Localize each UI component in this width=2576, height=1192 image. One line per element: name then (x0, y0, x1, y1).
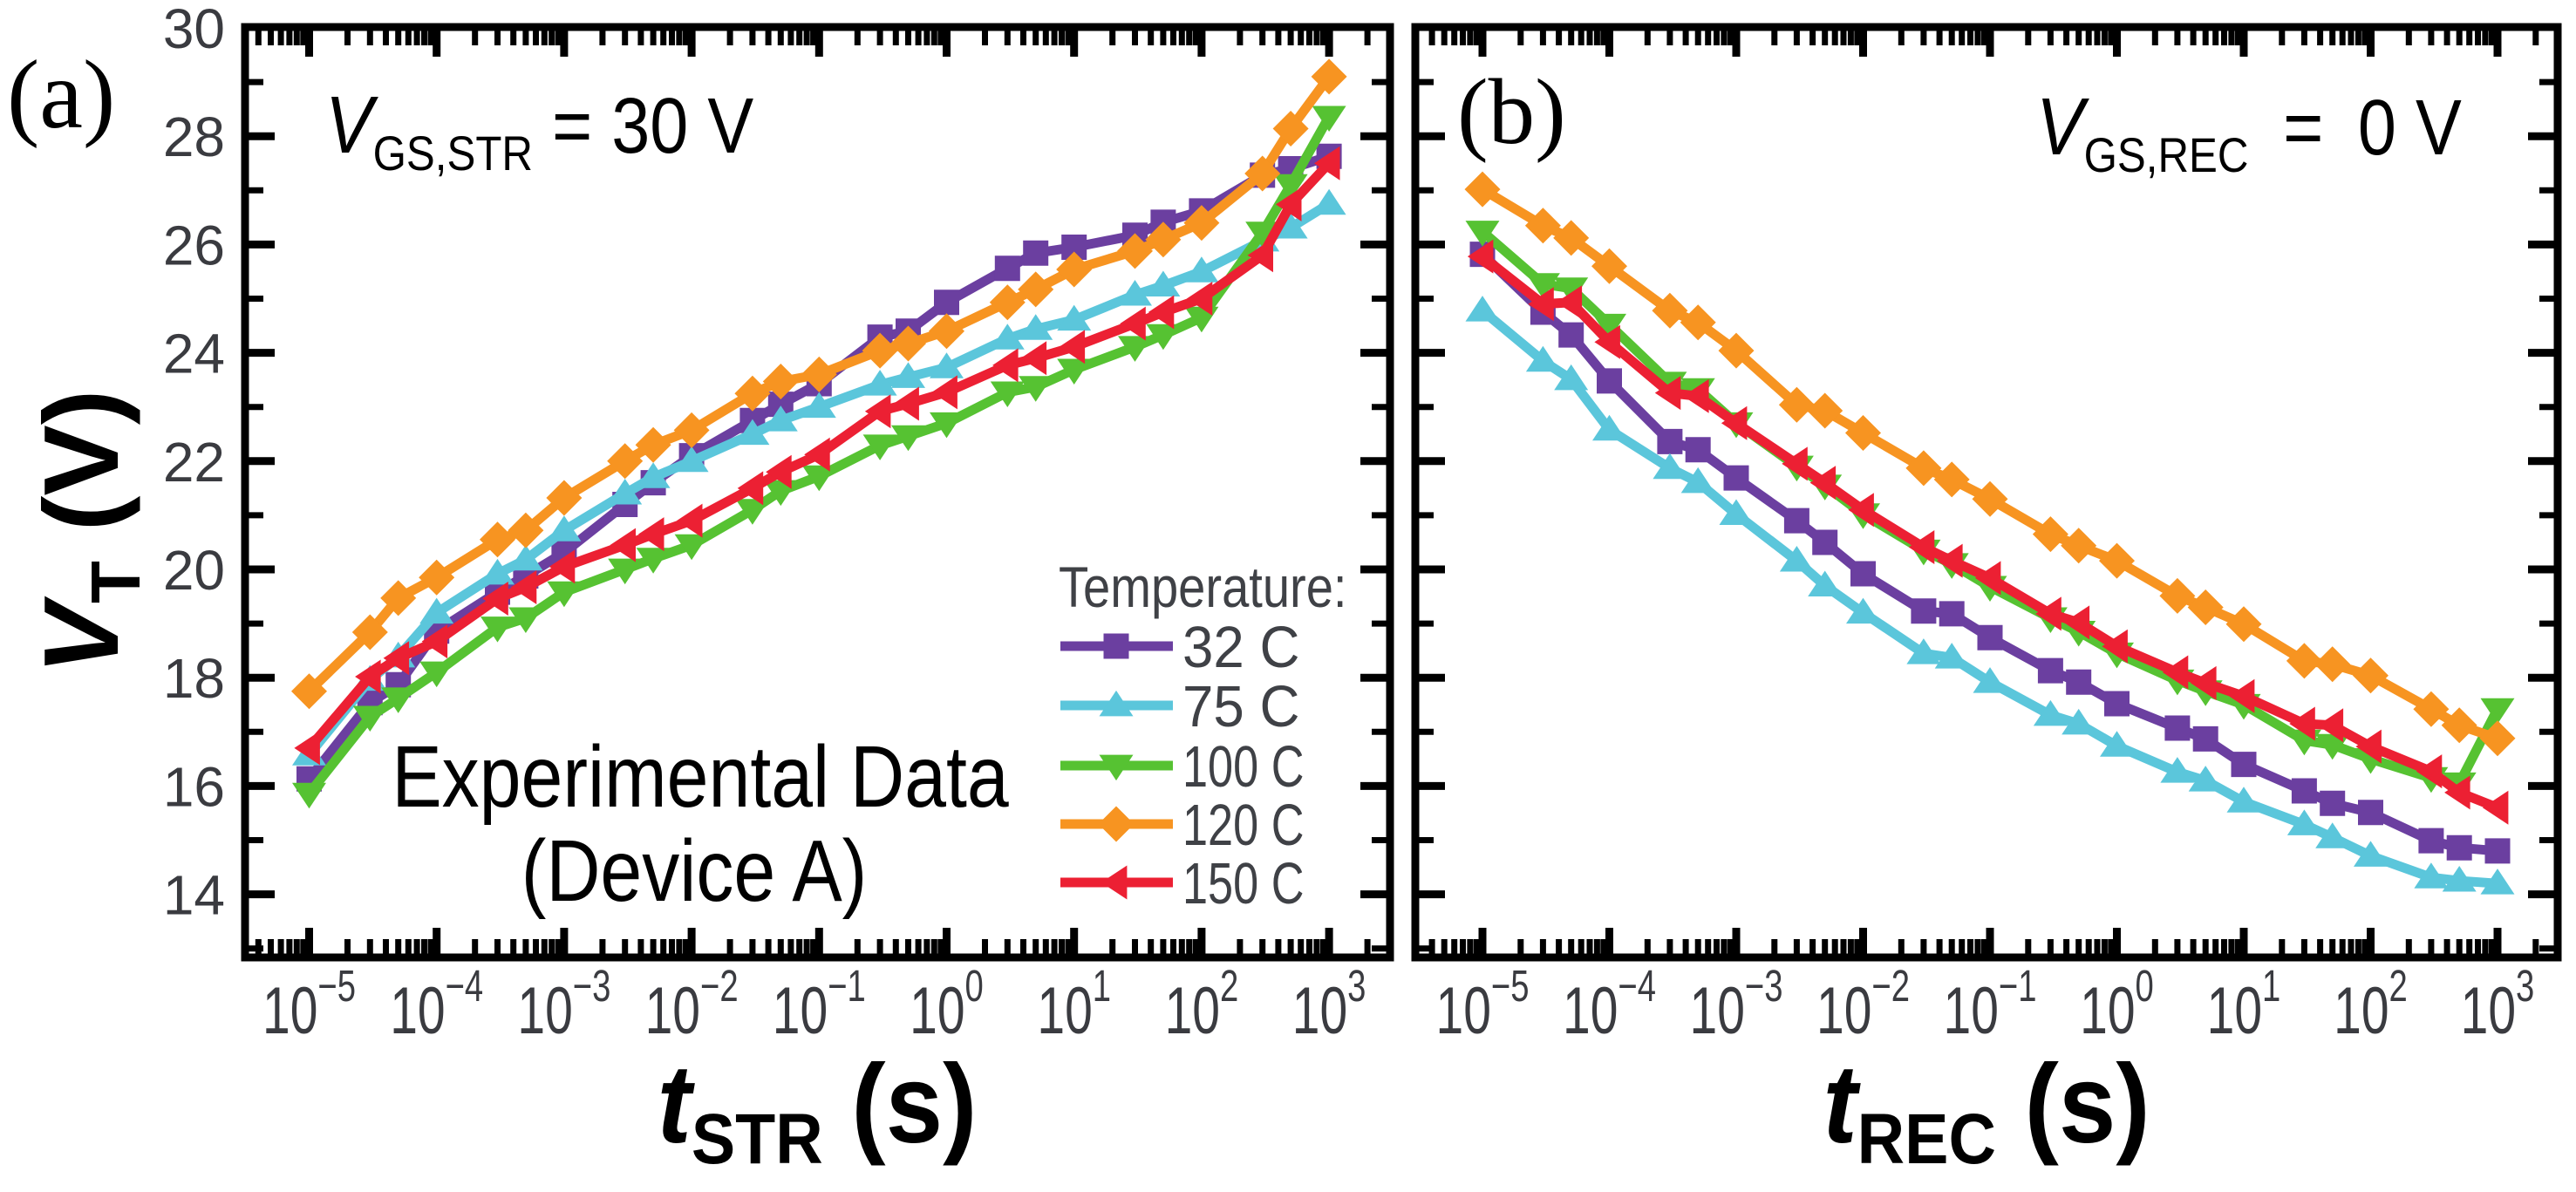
svg-text:tREC (s): tREC (s) (1823, 1043, 2150, 1179)
svg-text:30: 30 (163, 0, 225, 60)
svg-text:75 C: 75 C (1182, 674, 1299, 739)
svg-text:26: 26 (163, 214, 225, 276)
svg-text:14: 14 (163, 864, 225, 927)
svg-text:150 C: 150 C (1182, 851, 1304, 916)
svg-text:16: 16 (163, 755, 225, 818)
svg-text:tSTR (s): tSTR (s) (658, 1043, 978, 1179)
svg-text:Experimental Data: Experimental Data (392, 728, 1008, 826)
svg-text:(b): (b) (1457, 61, 1566, 164)
svg-text:100: 100 (2080, 961, 2154, 1048)
svg-text:VT (V): VT (V) (22, 390, 154, 675)
svg-text:Temperature:: Temperature: (1059, 555, 1347, 619)
svg-text:24: 24 (163, 323, 225, 385)
svg-text:20: 20 (163, 539, 225, 602)
svg-text:10−4: 10−4 (390, 961, 483, 1048)
svg-text:18: 18 (163, 647, 225, 710)
svg-text:10−2: 10−2 (1816, 961, 1910, 1048)
svg-text:(a): (a) (7, 41, 115, 149)
svg-text:28: 28 (163, 106, 225, 168)
svg-text:(Device A): (Device A) (521, 822, 868, 920)
svg-text:100 C: 100 C (1182, 734, 1304, 800)
svg-text:120 C: 120 C (1182, 793, 1304, 858)
svg-text:22: 22 (163, 431, 225, 494)
svg-text:32 C: 32 C (1182, 615, 1299, 680)
